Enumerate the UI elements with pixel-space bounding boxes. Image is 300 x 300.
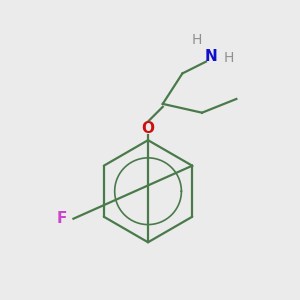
Text: O: O: [142, 121, 154, 136]
Text: H: H: [192, 33, 202, 47]
Text: H: H: [223, 51, 234, 65]
Text: N: N: [205, 49, 217, 64]
Text: F: F: [56, 211, 67, 226]
